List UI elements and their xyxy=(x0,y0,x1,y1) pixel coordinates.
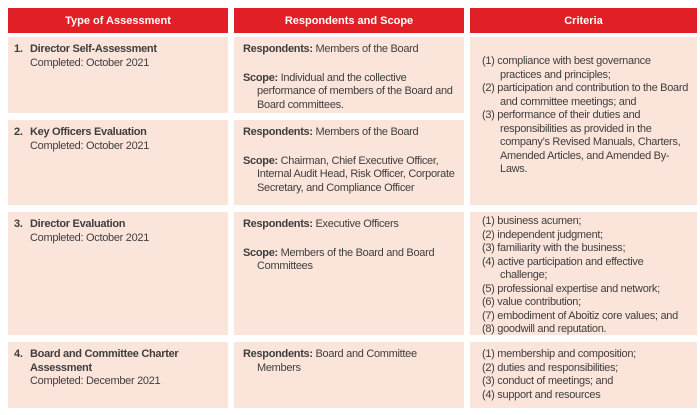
row-number: 2. xyxy=(14,126,23,138)
respondents-value: Members of the Board xyxy=(315,43,419,55)
table-row-3-assessment-cell: 3. Director Evaluation Completed: Octobe… xyxy=(8,212,228,335)
assessment-entry: 1. Director Self-Assessment Completed: O… xyxy=(14,43,224,70)
criteria-item: (2) independent judgment; xyxy=(482,228,603,241)
row-number: 4. xyxy=(14,348,23,360)
criteria-item: (1) compliance with best governance prac… xyxy=(482,55,651,81)
criteria-item: (3) familiarity with the business; xyxy=(482,242,626,254)
criteria-item: (1) business acumen; xyxy=(482,215,582,227)
scope-value: Individual and the collective performanc… xyxy=(257,71,453,111)
table-row-1-assessment-cell: 1. Director Self-Assessment Completed: O… xyxy=(8,37,228,113)
assessment-title: Director Self-Assessment xyxy=(30,43,157,55)
table-row-2-assessment-cell: 2. Key Officers Evaluation Completed: Oc… xyxy=(8,120,228,205)
criteria-item: (7) embodiment of Aboitiz core values; a… xyxy=(482,309,678,322)
assessment-completed-date: Completed: October 2021 xyxy=(30,139,150,152)
assessment-entry: 2. Key Officers Evaluation Completed: Oc… xyxy=(14,126,224,153)
criteria-item: (1) membership and composition; xyxy=(482,348,636,360)
column-header-respondents-and-scope: Respondents and Scope xyxy=(234,8,464,33)
criteria-item: (3) performance of their duties and resp… xyxy=(482,109,681,175)
criteria-item: (8) goodwill and reputation. xyxy=(482,323,607,335)
assessment-completed-date: Completed: October 2021 xyxy=(30,231,150,244)
assessment-table: Type of Assessment Respondents and Scope… xyxy=(8,8,697,408)
scope-block: Scope: Chairman, Chief Executive Officer… xyxy=(243,155,462,196)
criteria-item: (5) professional expertise and network; xyxy=(482,282,660,295)
respondents-block: Respondents: Board and Committee Members xyxy=(243,348,462,375)
respondents-value: Executive Officers xyxy=(315,218,399,230)
scope-value: Members of the Board and Board Committee… xyxy=(257,246,435,273)
criteria-cell-rows-1-2: (1) compliance with best governance prac… xyxy=(470,37,697,205)
criteria-item: (6) value contribution; xyxy=(482,296,581,308)
criteria-item: (2) duties and responsibilities; xyxy=(482,361,618,374)
scope-value: Chairman, Chief Executive Officer, Inter… xyxy=(257,154,455,194)
criteria-item: (4) active participation and effective c… xyxy=(482,255,644,282)
assessment-completed-date: Completed: October 2021 xyxy=(30,56,150,69)
respondents-label: Respondents: xyxy=(243,348,313,360)
respondents-value: Board and Committee Members xyxy=(257,348,417,374)
table-row-2-respondents-scope-cell: Respondents: Members of the Board Scope:… xyxy=(234,120,464,205)
row-number: 3. xyxy=(14,218,23,230)
table-row-4-respondents-scope-cell: Respondents: Board and Committee Members xyxy=(234,342,464,408)
scope-label: Scope: xyxy=(243,154,278,167)
assessment-completed-date: Completed: December 2021 xyxy=(30,375,161,387)
table-row-3-respondents-scope-cell: Respondents: Executive Officers Scope: M… xyxy=(234,212,464,335)
column-header-criteria: Criteria xyxy=(470,8,697,33)
criteria-item: (4) support and resources xyxy=(482,388,601,401)
assessment-entry: 4. Board and Committee Charter Assessmen… xyxy=(14,348,224,389)
scope-label: Scope: xyxy=(243,246,278,259)
scope-block: Scope: Members of the Board and Board Co… xyxy=(243,247,462,274)
assessment-text: Director Self-Assessment Completed: Octo… xyxy=(30,43,224,70)
respondents-label: Respondents: xyxy=(243,218,313,230)
assessment-title: Board and Committee Charter Assessment xyxy=(30,348,179,374)
assessment-title: Key Officers Evaluation xyxy=(30,126,147,138)
criteria-item: (3) conduct of meetings; and xyxy=(482,375,614,387)
row-number: 1. xyxy=(14,43,23,55)
respondents-value: Members of the Board xyxy=(315,126,419,138)
scope-block: Scope: Individual and the collective per… xyxy=(243,72,462,113)
assessment-text: Director Evaluation Completed: October 2… xyxy=(30,218,224,245)
respondents-block: Respondents: Members of the Board xyxy=(243,43,462,57)
criteria-cell-row-4: (1) membership and composition; (2) dutie… xyxy=(470,342,697,408)
respondents-block: Respondents: Executive Officers xyxy=(243,218,462,232)
assessment-entry: 3. Director Evaluation Completed: Octobe… xyxy=(14,218,224,245)
criteria-cell-row-3: (1) business acumen; (2) independent judg… xyxy=(470,212,697,335)
assessment-title: Director Evaluation xyxy=(30,218,126,230)
assessment-text: Key Officers Evaluation Completed: Octob… xyxy=(30,126,224,153)
respondents-label: Respondents: xyxy=(243,43,313,55)
criteria-item: (2) participation and contribution to th… xyxy=(482,82,689,108)
respondents-label: Respondents: xyxy=(243,126,313,138)
table-row-1-respondents-scope-cell: Respondents: Members of the Board Scope:… xyxy=(234,37,464,113)
column-header-type-of-assessment: Type of Assessment xyxy=(8,8,228,33)
scope-label: Scope: xyxy=(243,71,278,84)
table-row-4-assessment-cell: 4. Board and Committee Charter Assessmen… xyxy=(8,342,228,408)
respondents-block: Respondents: Members of the Board xyxy=(243,126,462,140)
assessment-text: Board and Committee Charter Assessment C… xyxy=(30,348,224,389)
